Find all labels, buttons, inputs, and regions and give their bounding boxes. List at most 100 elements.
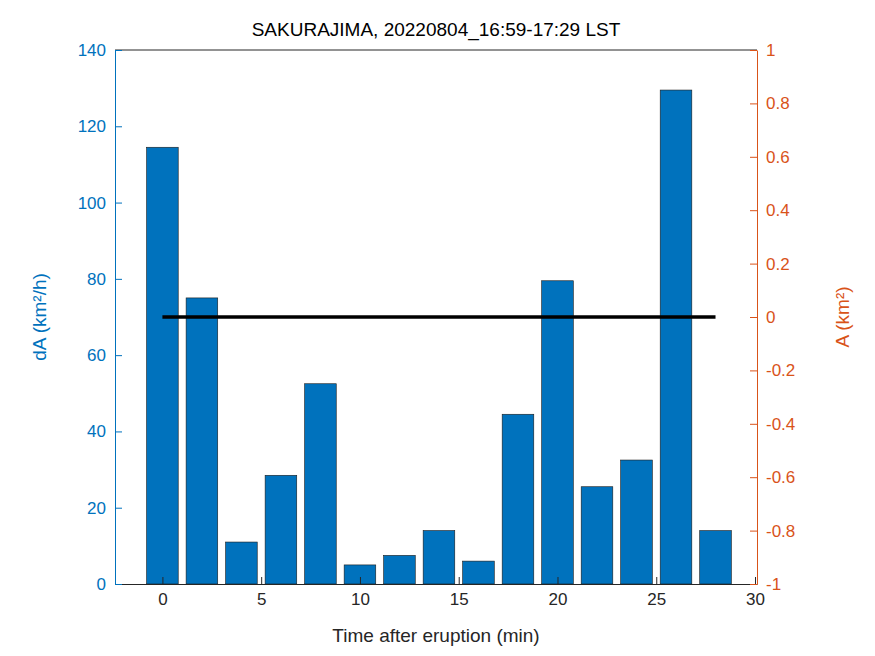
tick: -0.2 [750, 361, 795, 380]
tick: 60 [87, 346, 122, 365]
axis-line [115, 51, 116, 585]
tick-mark [750, 370, 757, 371]
tick-label: 20 [87, 499, 106, 518]
tick: 10 [351, 577, 370, 609]
tick: 120 [78, 117, 122, 136]
bar [186, 298, 218, 584]
tick-label: -0.4 [766, 415, 795, 434]
tick: 80 [87, 270, 122, 289]
tick-label: 15 [450, 590, 469, 609]
tick-mark [750, 50, 757, 51]
y2-axis-title: A (km²) [832, 286, 853, 347]
bar [344, 565, 376, 584]
tick: 0.6 [750, 148, 790, 167]
tick-label: 0 [766, 308, 775, 327]
bar [463, 561, 495, 584]
tick-mark [750, 531, 757, 532]
tick-mark [750, 210, 757, 211]
tick-mark [750, 584, 757, 585]
tick-label: -0.8 [766, 522, 795, 541]
tick-mark [115, 508, 122, 509]
tick: -1 [750, 575, 781, 594]
tick-mark [750, 157, 757, 158]
tick-label: 0.2 [766, 255, 790, 274]
frame [115, 50, 757, 51]
tick-label: 0.4 [766, 201, 790, 220]
tick-mark [750, 317, 757, 318]
tick-mark [115, 126, 122, 127]
tick-mark [360, 577, 361, 584]
tick: 0 [97, 575, 122, 594]
tick-label: 0 [97, 575, 106, 594]
title: SAKURAJIMA, 20220804_16:59-17:29 LST [252, 19, 621, 41]
bar [423, 531, 455, 584]
tick: -0.8 [750, 522, 795, 541]
bar [542, 281, 574, 584]
tick: 0 [158, 577, 167, 609]
axis-line [757, 51, 758, 585]
tick-label: 100 [78, 194, 106, 213]
tick-label: 20 [549, 590, 568, 609]
tick: -0.6 [750, 468, 795, 487]
tick: 140 [78, 41, 122, 60]
tick: -0.4 [750, 415, 795, 434]
tick-label: -1 [766, 575, 781, 594]
tick-mark [115, 355, 122, 356]
tick: 0.8 [750, 94, 790, 113]
tick-mark [261, 577, 262, 584]
bar [621, 460, 653, 584]
x-axis-title: Time after eruption (min) [332, 625, 539, 646]
y2-axis: -1 -0.8 -0.6 -0.4 -0.2 0 0.2 0.4 0.6 0.8 1 [750, 41, 795, 594]
tick: 0 [750, 308, 775, 327]
tick-label: 80 [87, 270, 106, 289]
tick-label: 120 [78, 117, 106, 136]
bar [265, 475, 297, 584]
tick: 15 [450, 577, 469, 609]
tick: 40 [87, 422, 122, 441]
axis-line [116, 584, 758, 585]
tick-label: 1 [766, 41, 775, 60]
bar [700, 531, 732, 584]
tick-mark [750, 424, 757, 425]
bar [384, 555, 416, 584]
tick-mark [557, 577, 558, 584]
tick-mark [115, 431, 122, 432]
tick-label: -0.6 [766, 468, 795, 487]
plot-area: 051015202530020406080100120140-1-0.8-0.6… [78, 41, 796, 609]
tick: 20 [549, 577, 568, 609]
tick-mark [115, 50, 122, 51]
y-axis: 0 20 40 60 80 100 120 140 [78, 41, 122, 594]
tick-mark [750, 264, 757, 265]
tick-label: -0.2 [766, 361, 795, 380]
tick-mark [656, 577, 657, 584]
tick-label: 25 [647, 590, 666, 609]
bar-series [147, 90, 732, 584]
tick: 5 [257, 577, 266, 609]
tick-label: 0.6 [766, 148, 790, 167]
bar [226, 542, 258, 584]
bar [147, 147, 179, 584]
tick-mark [115, 584, 122, 585]
tick-mark [162, 577, 163, 584]
tick-mark [459, 577, 460, 584]
tick-mark [115, 203, 122, 204]
tick-label: 5 [257, 590, 266, 609]
tick: 0.2 [750, 255, 790, 274]
tick-label: 30 [746, 590, 765, 609]
tick-mark [750, 103, 757, 104]
tick-label: 10 [351, 590, 370, 609]
tick-label: 60 [87, 346, 106, 365]
tick: 100 [78, 194, 122, 213]
tick-label: 40 [87, 422, 106, 441]
bar [660, 90, 692, 584]
tick-mark [115, 279, 122, 280]
marks [147, 90, 732, 584]
line [162, 315, 715, 319]
tick-label: 140 [78, 41, 106, 60]
chart: 051015202530020406080100120140-1-0.8-0.6… [0, 0, 875, 656]
tick: 0.4 [750, 201, 790, 220]
bar [502, 414, 534, 584]
tick-mark [750, 477, 757, 478]
tick-label: 0.8 [766, 94, 790, 113]
tick: 1 [750, 41, 775, 60]
